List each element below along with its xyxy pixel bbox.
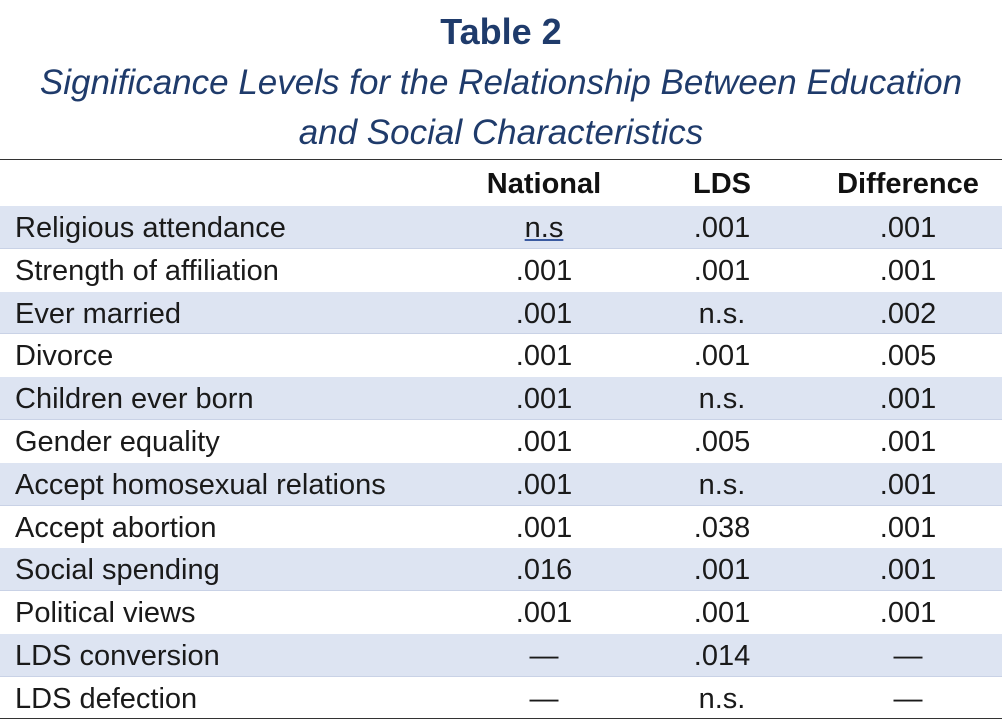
table-row: Children ever born .001 n.s. .001 [0, 377, 1002, 420]
cell-national: .001 [515, 425, 573, 458]
table-body: Religious attendance n.s .001.001 Strength … [0, 206, 1002, 720]
row-label: Divorce [15, 340, 114, 373]
table-row: Divorce .001 .001 .005 [0, 334, 1002, 377]
row-label: LDS conversion [15, 639, 220, 672]
cell-difference: .002 [879, 297, 937, 330]
cell-lds: .001 [693, 554, 751, 587]
cell-lds: .038 [693, 511, 751, 544]
cell-lds: .014 [693, 639, 751, 672]
cell-difference: .001 [879, 254, 937, 287]
cell-difference: — [893, 682, 923, 715]
row-label: Ever married [15, 297, 181, 330]
column-header-national: National [486, 168, 602, 200]
cell-national: .001 [515, 297, 573, 330]
cell-national: .001 [515, 468, 573, 501]
cell-difference: .001 [879, 468, 937, 501]
cell-national: — [529, 682, 559, 715]
bottom-rule [0, 718, 1002, 719]
cell-difference: .001 [879, 597, 937, 630]
cell-lds: .001 [693, 340, 751, 373]
cell-lds: n.s. [698, 468, 746, 501]
cell-national-value: n.s [524, 212, 564, 244]
table-row: Religious attendance n.s .001 .001 [0, 206, 1002, 249]
cell-lds: .001 [693, 254, 751, 287]
cell-lds: n.s. [698, 682, 746, 715]
cell-difference: — [893, 639, 923, 672]
cell-national: .001 [515, 511, 573, 544]
row-label: Children ever born [15, 383, 254, 416]
table-row: Social spending .016 .001 .001 [0, 548, 1002, 592]
cell-national: .001 [515, 383, 573, 416]
cell-national: n.s [444, 206, 644, 249]
cell-national: .001 [515, 597, 573, 630]
table-row: LDS conversion — .014 — [0, 633, 1002, 677]
cell-lds: .001 [693, 212, 751, 244]
column-header-difference: Difference [837, 168, 979, 200]
cell-difference: .005 [879, 340, 937, 373]
cell-difference: .001 [879, 425, 937, 458]
table-row: Ever married .001 n.s. .002 [0, 291, 1002, 335]
cell-national: — [529, 639, 559, 672]
table-row: Accept homosexual relations .001 n.s. .001 [0, 462, 1002, 506]
subtitle-line-2: and Social Characteristics [298, 113, 704, 152]
row-label: Gender equality [15, 425, 220, 458]
row-label: Accept abortion [15, 511, 217, 544]
table-row: Strength of affiliation .001 .001 .001 [0, 249, 1002, 292]
table-row: Political views .001 .001 .001 [0, 591, 1002, 634]
cell-national: .001 [515, 340, 573, 373]
top-rule [0, 159, 1002, 160]
table-row: LDS defection — n.s. — [0, 677, 1002, 720]
cell-lds: .001 [693, 597, 751, 630]
cell-national: .001 [515, 254, 573, 287]
cell-difference: .001 [879, 554, 937, 587]
table-title: Table 2 [440, 11, 562, 52]
column-header-lds: LDS [693, 168, 751, 200]
subtitle-line-1: Significance Levels for the Relationship… [39, 63, 963, 102]
row-label: LDS defection [15, 682, 198, 715]
row-label: Political views [15, 597, 196, 630]
cell-national: .016 [515, 554, 573, 587]
table-row: Gender equality .001 .005 .001 [0, 420, 1002, 463]
cell-lds: .005 [693, 425, 751, 458]
cell-difference: .001 [879, 383, 937, 416]
cell-lds: n.s. [698, 383, 746, 416]
cell-difference: .001 [879, 212, 937, 244]
row-label: Social spending [15, 554, 220, 587]
table-subtitle: Significance Levels for the Relationship… [0, 58, 1002, 158]
row-label: Accept homosexual relations [15, 468, 386, 501]
header-row: National LDS Difference [0, 162, 1002, 206]
table-row: Accept abortion .001 .038 .001 [0, 506, 1002, 549]
row-label: Religious attendance [15, 212, 286, 244]
cell-lds: n.s. [698, 297, 746, 330]
cell-difference: .001 [879, 511, 937, 544]
row-label: Strength of affiliation [15, 254, 279, 287]
